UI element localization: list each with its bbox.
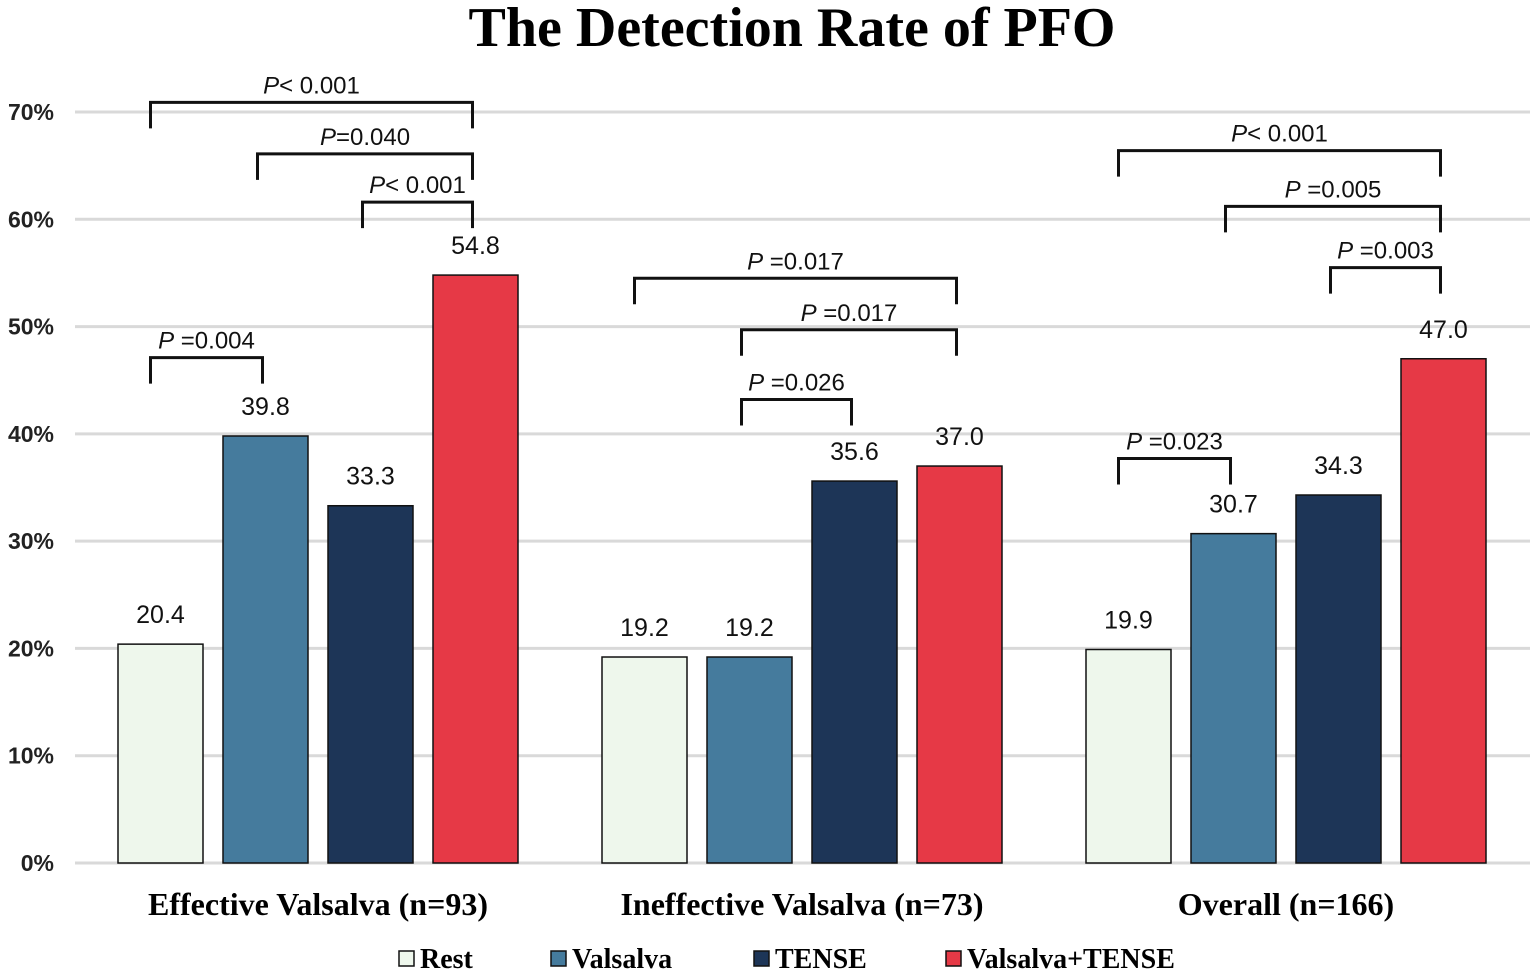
bar-valsalva-tense [432,274,519,864]
p-symbol: P [801,300,817,327]
legend-swatch [550,950,567,967]
bar-valsalva [706,656,793,864]
significance-bracket [1224,204,1442,233]
y-tick-label: 0% [21,850,54,876]
p-value-text: < 0.001 [385,172,466,199]
p-value-text: =0.005 [1301,176,1382,203]
p-value-text: =0.003 [1353,238,1434,265]
p-value-label: P< 0.001 [1231,121,1328,148]
p-value-text: =0.017 [817,300,898,327]
bar-tense [327,504,414,864]
bar-rest [601,656,688,864]
significance-bracket [1117,457,1232,485]
y-tick-label: 20% [8,635,54,661]
significance-bracket [740,328,958,356]
p-value-label: P< 0.001 [263,72,360,99]
legend: Rest Valsalva TENSE Valsalva+TENSE [398,944,1175,975]
bars: 20.4 19.2 19.9 39.8 19.2 30.7 33.3 35.6 34.3 54.8… [117,232,1487,864]
p-value-label: P =0.017 [747,248,844,275]
p-value-label: P =0.003 [1337,238,1434,265]
p-symbol: P [320,124,336,151]
legend-swatch [753,950,770,967]
data-label: 33.3 [346,463,395,491]
p-value-text: =0.017 [763,248,844,275]
y-tick-label: 60% [8,206,54,232]
data-label: 54.8 [451,232,500,260]
p-symbol: P [263,72,279,99]
data-label: 20.4 [136,601,185,629]
bar-rest [1085,648,1172,864]
legend-label: Valsalva [572,944,672,975]
significance-bracket [1117,149,1442,177]
bar-rest [117,643,204,864]
legend-label: TENSE [775,944,867,975]
data-label: 34.3 [1314,452,1363,480]
p-value-text: < 0.001 [1247,121,1328,148]
y-axis-ticks: 0% 10% 20% 30% 40% 50% 60% 70% [8,99,54,876]
p-symbol: P [748,370,764,397]
p-symbol: P [1337,238,1353,265]
p-symbol: P [1285,176,1301,203]
p-value-label: P =0.023 [1126,429,1223,456]
p-value-text: =0.004 [174,328,255,355]
p-value-label: P =0.004 [158,328,255,355]
significance-bracket [633,276,958,305]
data-label: 19.2 [725,614,774,642]
chart-title: The Detection Rate of PFO [469,0,1116,59]
bar-tense [811,480,898,864]
legend-label: Valsalva+TENSE [967,944,1175,975]
p-value-label: P =0.026 [748,370,845,397]
p-value-text: < 0.001 [279,72,360,99]
category-label: Ineffective Valsalva (n=73) [620,886,983,922]
bar-valsalva-tense [1400,358,1487,864]
data-label: 37.0 [935,423,984,451]
data-label: 47.0 [1419,316,1468,344]
p-value-label: P< 0.001 [369,172,466,199]
legend-label: Rest [420,944,474,975]
y-tick-label: 50% [8,314,54,340]
significance-bracket [740,398,853,426]
significance-bracket [149,100,474,129]
x-axis-categories: Effective Valsalva (n=93) Ineffective Val… [148,886,1394,922]
p-symbol: P [369,172,385,199]
y-tick-label: 30% [8,528,54,554]
bar-tense [1295,494,1382,864]
gridlines [75,110,1530,865]
bar-valsalva-tense [916,465,1003,864]
p-value-label: P=0.040 [320,124,410,151]
significance-bracket [256,152,474,180]
p-value-text: =0.023 [1142,429,1223,456]
y-tick-label: 40% [8,421,54,447]
data-label: 39.8 [241,393,290,421]
p-value-text: =0.040 [336,124,410,151]
legend-swatch [398,950,415,967]
data-label: 19.2 [620,614,669,642]
bar-valsalva [222,435,309,864]
significance-bracket [149,356,264,384]
p-symbol: P [1231,121,1247,148]
p-symbol: P [158,328,174,355]
p-symbol: P [747,248,763,275]
data-label: 19.9 [1104,607,1153,635]
p-value-text: =0.026 [764,370,845,397]
p-value-label: P =0.017 [801,300,898,327]
p-symbol: P [1126,429,1142,456]
significance-bracket [1329,266,1442,294]
p-value-label: P =0.005 [1285,176,1382,203]
legend-swatch [945,950,962,967]
data-label: 35.6 [830,438,879,466]
bar-valsalva [1190,532,1277,864]
y-tick-label: 10% [8,743,54,769]
category-label: Effective Valsalva (n=93) [148,886,488,922]
significance-bracket [361,200,474,229]
y-tick-label: 70% [8,99,54,125]
data-label: 30.7 [1209,491,1258,519]
category-label: Overall (n=166) [1178,886,1394,922]
